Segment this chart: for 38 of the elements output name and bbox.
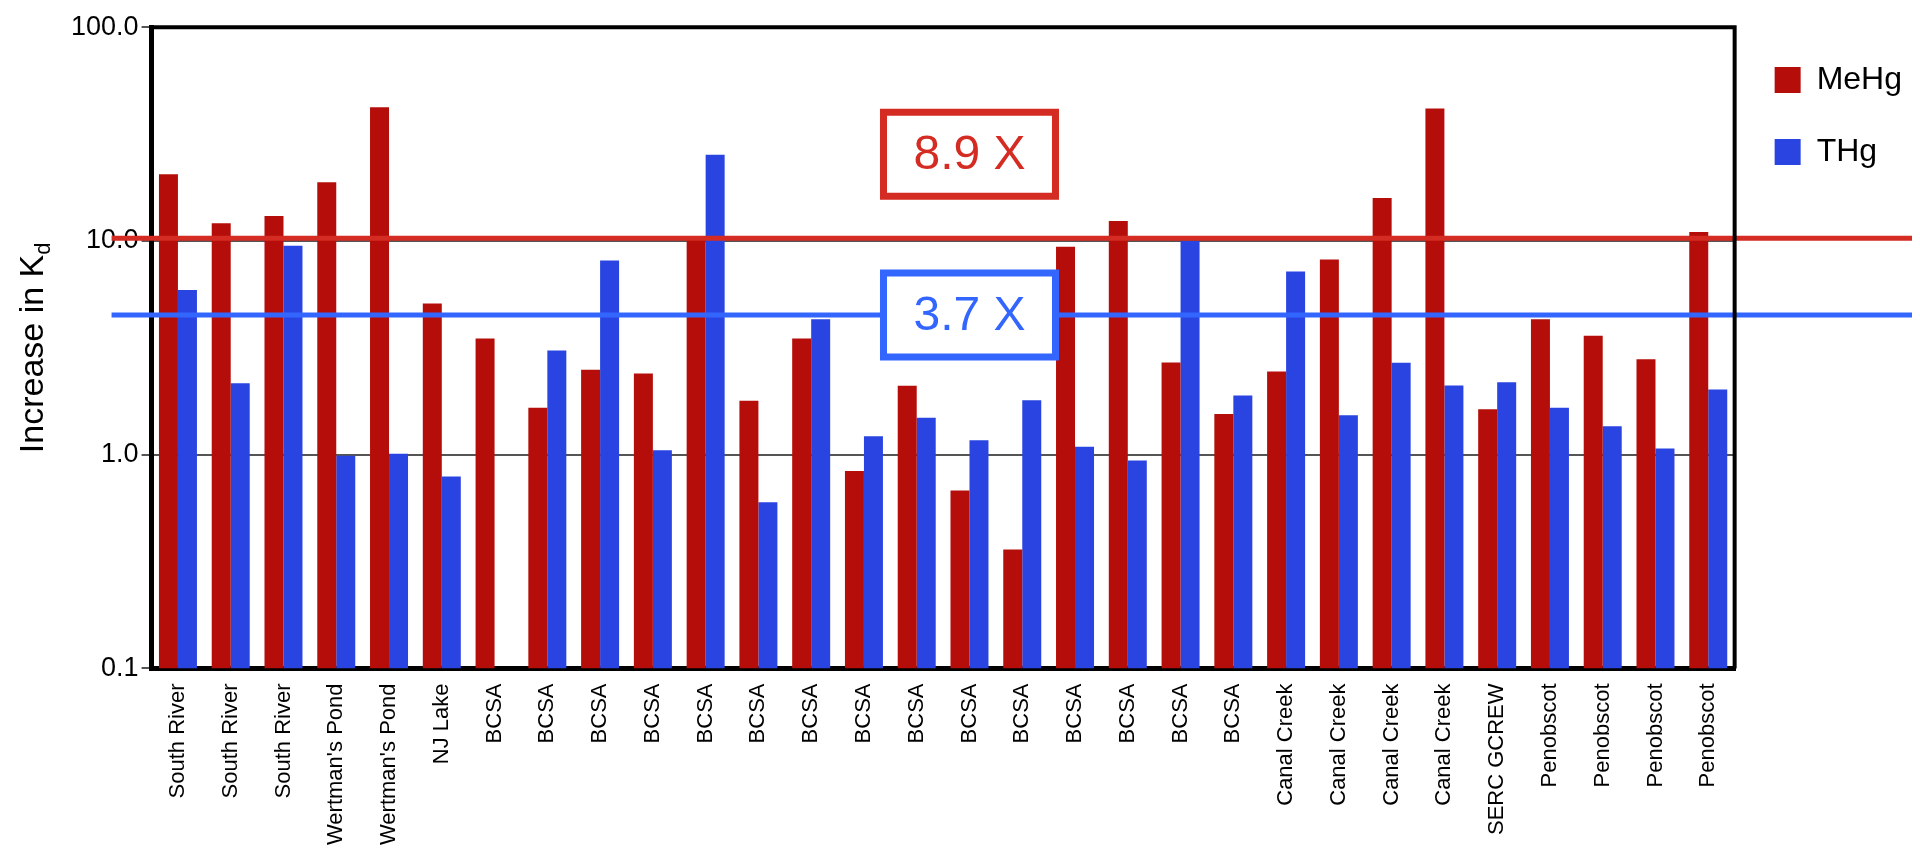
x-tick-label: South River (216, 683, 242, 799)
y-tick-label: 100.0 (70, 10, 139, 41)
x-tick-label: Canal Creek (1324, 682, 1350, 806)
x-tick-label: Wertman's Pond (322, 683, 348, 845)
x-tick-label: BCSA (586, 683, 612, 744)
x-tick-label: BCSA (850, 683, 876, 744)
x-tick-label: NJ Lake (427, 683, 453, 765)
x-tick-label: BCSA (480, 683, 506, 744)
ref-line-label: 8.9 X (913, 126, 1026, 180)
legend-label: MeHg (1816, 59, 1902, 96)
x-tick-label: BCSA (1219, 683, 1245, 744)
x-tick-label: BCSA (533, 683, 559, 744)
x-tick-label: BCSA (797, 683, 823, 744)
x-tick-label: BCSA (1061, 683, 1087, 744)
y-tick-label: 1.0 (101, 438, 139, 469)
x-tick-label: Penobscot (1641, 683, 1667, 788)
x-tick-label: BCSA (902, 683, 928, 744)
x-tick-label: Penobscot (1694, 683, 1720, 788)
x-tick-label: Canal Creek (1377, 682, 1403, 806)
x-tick-label: BCSA (1166, 683, 1192, 744)
y-tick-label: 0.1 (101, 651, 139, 682)
x-tick-label: South River (164, 683, 190, 799)
y-axis-title: Increase in Kd (12, 242, 56, 454)
x-tick-label: Canal Creek (1430, 682, 1456, 806)
x-tick-label: Penobscot (1536, 683, 1562, 788)
x-tick-label: BCSA (638, 683, 664, 744)
legend-label: THg (1816, 131, 1878, 168)
x-tick-label: BCSA (1008, 683, 1034, 744)
x-tick-label: Penobscot (1588, 683, 1614, 788)
x-tick-label: Canal Creek (1272, 682, 1298, 806)
x-tick-label: BCSA (955, 683, 981, 744)
ref-line-label: 3.7 X (913, 287, 1026, 341)
x-tick-label: South River (269, 683, 295, 799)
x-tick-label: BCSA (691, 683, 717, 744)
x-tick-label: SERC GCREW (1483, 683, 1509, 836)
x-tick-label: BCSA (744, 683, 770, 744)
x-tick-label: Wertman's Pond (375, 683, 401, 845)
x-tick-label: BCSA (1113, 683, 1139, 744)
